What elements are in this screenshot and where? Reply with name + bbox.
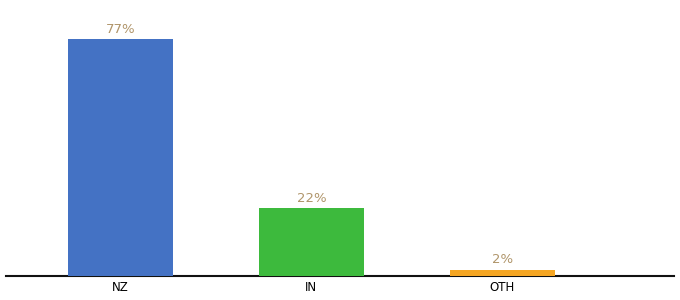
Bar	[259, 208, 364, 276]
Text: 2%: 2%	[492, 253, 513, 266]
Bar	[68, 39, 173, 276]
Text: 77%: 77%	[105, 23, 135, 36]
Bar	[450, 270, 555, 276]
Text: 22%: 22%	[296, 192, 326, 205]
